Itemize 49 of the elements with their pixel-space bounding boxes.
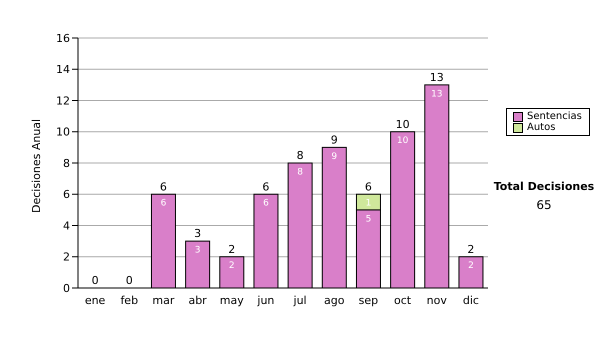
x-tick-label: abr: [188, 294, 208, 307]
x-tick-label: oct: [394, 294, 412, 307]
y-tick-label: 10: [56, 126, 70, 139]
data-label: 10: [396, 136, 409, 146]
total-label: 0: [92, 274, 99, 287]
legend-label: Sentencias: [527, 111, 582, 122]
total-label: 6: [364, 180, 372, 194]
data-label: 9: [331, 152, 338, 162]
y-axis-title: Decisiones Anual: [30, 118, 43, 213]
data-label: 3: [194, 246, 200, 256]
text: Total Decisiones: [492, 180, 596, 193]
data-label: 2: [468, 261, 474, 272]
y-tick-label: 12: [56, 94, 70, 108]
x-tick-label: ene: [84, 294, 106, 307]
data-label: 5: [366, 214, 372, 224]
total-label: 2: [228, 242, 236, 256]
x-tick-label: feb: [120, 294, 138, 307]
data-label: 6: [263, 198, 270, 209]
total-label: 0: [126, 274, 133, 287]
total-label: 10: [396, 118, 410, 131]
x-tick-label: jul: [292, 294, 307, 307]
total-label: 6: [160, 180, 167, 194]
data-label: 1: [366, 198, 372, 209]
y-tick-label: 8: [63, 156, 70, 170]
y-tick-label: 4: [63, 219, 70, 232]
x-tick-label: nov: [426, 294, 448, 307]
total-label: 9: [330, 133, 338, 146]
data-label: 13: [431, 89, 443, 100]
y-tick-label: 14: [56, 63, 70, 76]
y-tick-label: 6: [63, 188, 70, 202]
total-label: 8: [296, 149, 304, 162]
y-tick-label: 16: [56, 32, 70, 45]
x-tick-label: jun: [256, 294, 274, 307]
legend-label: Autos: [527, 122, 556, 133]
total-label: 13: [430, 70, 444, 84]
text: 65: [535, 198, 553, 212]
x-tick-label: dic: [462, 294, 479, 307]
y-tick-label: 2: [63, 250, 70, 264]
total-label: 3: [194, 227, 202, 240]
x-tick-label: ago: [324, 294, 345, 307]
data-label: 8: [297, 167, 304, 178]
x-tick-label: may: [220, 294, 244, 307]
total-label: 6: [262, 180, 270, 194]
x-tick-label: mar: [152, 294, 175, 307]
total-label: 2: [467, 242, 474, 256]
x-tick-label: sep: [358, 294, 378, 307]
data-label: 6: [160, 198, 167, 209]
y-tick-label: 0: [63, 282, 70, 295]
data-label: 2: [228, 261, 235, 272]
